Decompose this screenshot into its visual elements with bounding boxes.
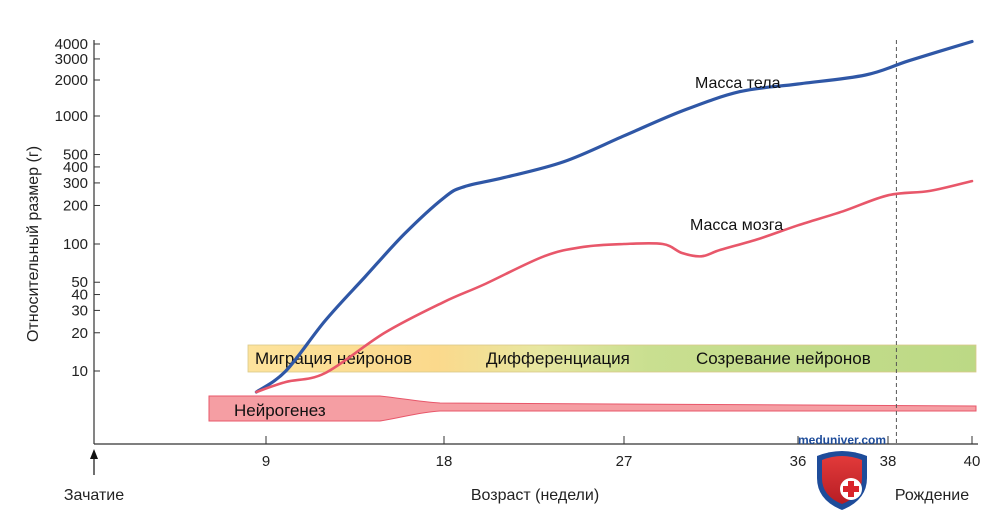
y-tick-label: 300 <box>63 175 88 192</box>
y-tick-label: 100 <box>63 236 88 253</box>
series-group <box>254 39 974 394</box>
x-tick-label: 40 <box>964 453 981 470</box>
y-tick-label: 40 <box>71 287 88 304</box>
x-tick-label: 36 <box>790 453 807 470</box>
x-axis-title: Возраст (недели) <box>471 487 599 504</box>
shield-icon <box>817 451 867 510</box>
birth-label: Рождение <box>895 487 969 504</box>
series-line-body-mass <box>254 39 974 394</box>
y-tick-label: 200 <box>63 197 88 214</box>
y-tick-label: 3000 <box>55 51 88 68</box>
phase-label-migration: Миграция нейронов <box>255 349 412 368</box>
watermark: meduniver.com <box>798 433 886 510</box>
x-tick-label: 27 <box>616 453 633 470</box>
y-tick-label: 20 <box>71 325 88 342</box>
watermark-text: meduniver.com <box>798 433 886 447</box>
series-line-brain-mass <box>255 179 974 394</box>
conception-label: Зачатие <box>64 487 124 504</box>
x-ticks: 9 18 27 36 38 40 <box>262 436 981 470</box>
phase-label-differentiation: Дифференциация <box>486 349 630 368</box>
y-tick-label: 4000 <box>55 36 88 53</box>
phase-band-migration-maturation <box>247 344 977 373</box>
y-tick-label: 50 <box>71 274 88 291</box>
conception-marker: Зачатие <box>64 449 124 504</box>
axes: 1020304050100200300400500100020003000400… <box>55 36 981 470</box>
y-tick-label: 2000 <box>55 72 88 89</box>
y-tick-label: 500 <box>63 147 88 164</box>
phase-label-neurogenesis: Нейрогенез <box>234 401 326 420</box>
phase-band-neurogenesis <box>208 395 977 422</box>
phase-bands: Миграция нейронов Дифференциация Созрева… <box>208 344 977 422</box>
x-tick-label: 38 <box>880 453 897 470</box>
series-label-body-mass: Масса тела <box>695 75 781 92</box>
y-tick-label: 10 <box>71 363 88 380</box>
x-tick-label: 9 <box>262 453 270 470</box>
y-axis-title: Относительный размер (г) <box>25 146 42 342</box>
y-tick-label: 30 <box>71 302 88 319</box>
y-tick-label: 1000 <box>55 108 88 125</box>
phase-label-maturation: Созревание нейронов <box>696 349 871 368</box>
x-tick-label: 18 <box>436 453 453 470</box>
y-tick-label: 400 <box>63 159 88 176</box>
series-label-brain-mass: Масса мозга <box>690 217 783 234</box>
conception-arrow-icon <box>90 449 98 459</box>
